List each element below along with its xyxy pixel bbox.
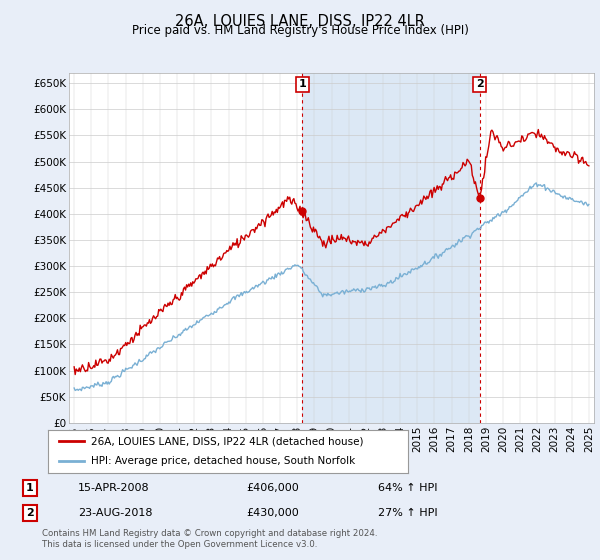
Text: £406,000: £406,000 [246,483,299,493]
Text: HPI: Average price, detached house, South Norfolk: HPI: Average price, detached house, Sout… [91,456,355,466]
Text: 2: 2 [476,80,484,89]
Text: 64% ↑ HPI: 64% ↑ HPI [378,483,437,493]
Text: £430,000: £430,000 [246,508,299,518]
Text: 27% ↑ HPI: 27% ↑ HPI [378,508,437,518]
Text: 15-APR-2008: 15-APR-2008 [78,483,149,493]
Text: 2: 2 [26,508,34,518]
Text: 1: 1 [298,80,306,89]
Text: 26A, LOUIES LANE, DISS, IP22 4LR (detached house): 26A, LOUIES LANE, DISS, IP22 4LR (detach… [91,436,364,446]
Text: 26A, LOUIES LANE, DISS, IP22 4LR: 26A, LOUIES LANE, DISS, IP22 4LR [175,14,425,29]
Text: 23-AUG-2018: 23-AUG-2018 [78,508,152,518]
Text: 1: 1 [26,483,34,493]
Bar [302,73,480,423]
Text: Price paid vs. HM Land Registry's House Price Index (HPI): Price paid vs. HM Land Registry's House … [131,24,469,37]
Text: Contains HM Land Registry data © Crown copyright and database right 2024.
This d: Contains HM Land Registry data © Crown c… [42,529,377,549]
